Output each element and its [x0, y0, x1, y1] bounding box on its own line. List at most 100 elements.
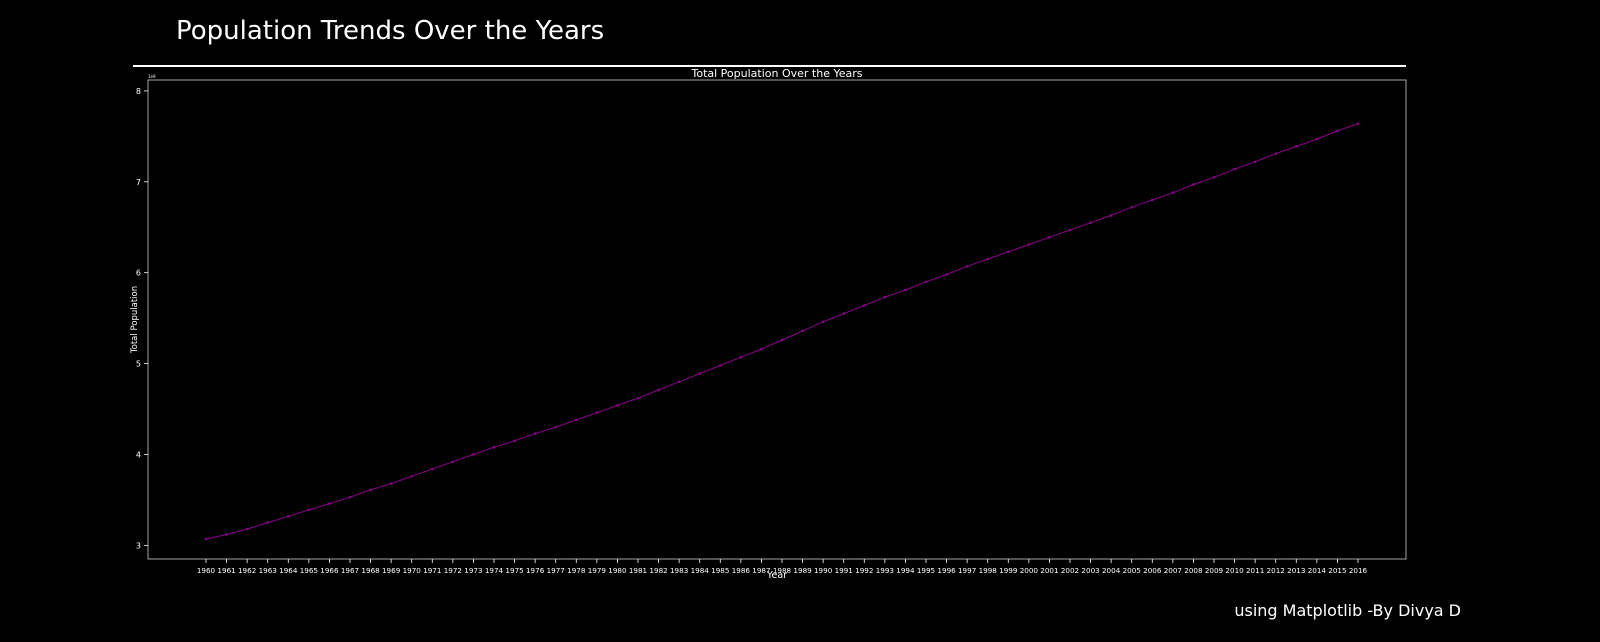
data-point	[1336, 129, 1339, 133]
y-tick-label: 8	[136, 87, 141, 96]
data-point	[1315, 137, 1319, 141]
y-tick-label: 7	[136, 178, 141, 187]
x-tick-label: 1963	[259, 566, 277, 575]
x-tick-label: 2015	[1328, 566, 1346, 575]
x-tick-label: 1985	[711, 566, 729, 575]
x-axis-label: Year	[766, 570, 787, 581]
x-tick-label: 1975	[505, 566, 523, 575]
y-offset-label: 1e9	[148, 74, 156, 79]
data-point	[595, 411, 599, 414]
data-point	[1048, 235, 1051, 239]
x-tick-label: 1987	[752, 566, 770, 575]
x-tick-label: 2005	[1123, 566, 1141, 575]
x-tick-label: 1967	[341, 566, 359, 575]
x-tick-label: 1970	[403, 566, 422, 575]
data-point	[842, 312, 846, 315]
data-point	[266, 521, 270, 524]
x-tick-label: 2006	[1143, 566, 1162, 575]
x-tick-label: 2003	[1081, 566, 1099, 575]
x-tick-label: 1984	[691, 566, 710, 575]
data-point	[636, 396, 640, 400]
data-point	[780, 338, 784, 342]
x-tick-label: 1971	[423, 566, 441, 575]
data-point	[348, 495, 352, 499]
data-point	[1006, 250, 1010, 254]
population-line	[205, 123, 1359, 540]
x-tick-label: 2009	[1205, 566, 1224, 575]
y-tick-label: 3	[136, 541, 141, 550]
data-point	[1171, 191, 1175, 195]
series-layer	[204, 122, 1360, 541]
x-tick-label: 2014	[1308, 566, 1327, 575]
x-tick-label: 1977	[547, 566, 565, 575]
chart-title: Total Population Over the Years	[691, 67, 863, 80]
data-point	[245, 527, 249, 531]
data-point	[698, 372, 702, 375]
data-point	[1356, 122, 1360, 125]
data-point	[492, 445, 496, 449]
x-tick-label: 1995	[917, 566, 935, 575]
x-tick-label: 1969	[382, 566, 401, 575]
x-tick-label: 2001	[1040, 566, 1058, 575]
x-tick-label: 2008	[1184, 566, 1203, 575]
x-tick-label: 1972	[444, 566, 462, 575]
data-point	[1068, 228, 1072, 232]
x-tick-label: 1993	[876, 566, 894, 575]
data-point	[904, 288, 907, 292]
x-tick-label: 1960	[197, 566, 216, 575]
x-tick-label: 2000	[1020, 566, 1039, 575]
data-point	[945, 273, 948, 276]
data-point	[657, 388, 660, 392]
x-tick-label: 1998	[979, 566, 998, 575]
data-point	[1027, 243, 1031, 246]
x-tick-label: 2002	[1061, 566, 1079, 575]
x-tick-label: 1966	[320, 566, 339, 575]
x-tick-label: 1988	[773, 566, 792, 575]
data-point	[1089, 221, 1092, 225]
data-point	[574, 418, 578, 422]
data-point	[430, 467, 434, 471]
data-point	[1150, 198, 1154, 202]
credit-text: using Matplotlib -By Divya D	[1234, 601, 1461, 620]
x-tick-label: 2011	[1246, 566, 1264, 575]
x-tick-label: 2007	[1164, 566, 1182, 575]
data-point	[225, 533, 228, 536]
data-point	[1130, 205, 1134, 209]
data-point	[472, 453, 475, 456]
x-tick-label: 1992	[855, 566, 873, 575]
axes	[144, 79, 1407, 563]
x-tick-label: 1981	[629, 566, 647, 575]
x-tick-label: 1964	[279, 566, 298, 575]
data-point	[1294, 145, 1298, 148]
x-tick-label: 1996	[937, 566, 956, 575]
y-tick-label: 6	[136, 269, 141, 278]
plot-frame	[147, 79, 1407, 560]
data-point	[1233, 167, 1236, 171]
x-tick-label: 1983	[670, 566, 688, 575]
data-point	[451, 460, 455, 464]
data-point	[862, 304, 866, 307]
data-point	[986, 257, 990, 261]
x-tick-label: 2012	[1267, 566, 1285, 575]
x-tick-label: 1962	[238, 566, 256, 575]
data-point	[924, 280, 928, 284]
x-tick-label: 1990	[814, 566, 833, 575]
y-tick-label: 5	[136, 360, 141, 369]
x-tick-label: 1980	[608, 566, 627, 575]
y-axis-label: Total Population	[130, 286, 140, 354]
data-point	[328, 502, 331, 505]
x-tick-label: 1989	[793, 566, 812, 575]
data-point	[554, 425, 558, 429]
data-point	[389, 482, 393, 485]
x-tick-label: 1986	[732, 566, 751, 575]
data-point	[677, 380, 681, 384]
x-tick-label: 1968	[361, 566, 380, 575]
data-point	[739, 355, 743, 359]
data-point	[883, 295, 887, 299]
data-point	[286, 514, 290, 518]
data-point	[821, 320, 825, 324]
x-tick-label: 1979	[588, 566, 607, 575]
data-point	[718, 364, 722, 367]
